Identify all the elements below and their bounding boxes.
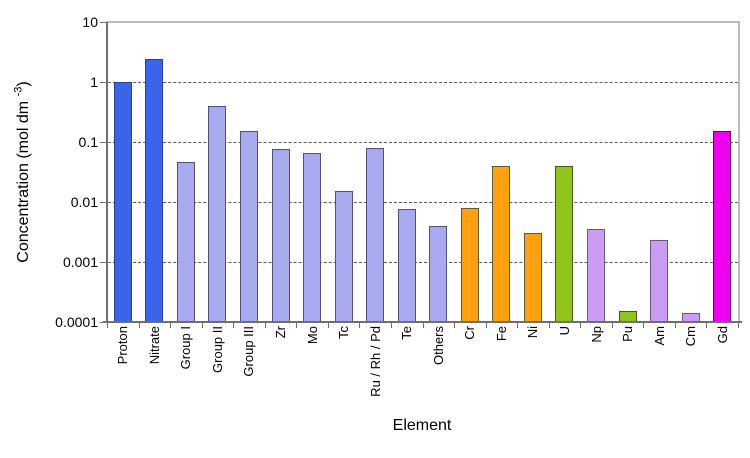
x-tick-0 bbox=[107, 323, 108, 328]
bar-np bbox=[587, 229, 605, 322]
bar-group-iii bbox=[240, 131, 258, 322]
y-axis-line bbox=[106, 22, 108, 322]
x-tick-9 bbox=[391, 323, 392, 328]
y-tick-1 bbox=[100, 82, 110, 83]
y-tick-10 bbox=[100, 22, 110, 23]
x-tick-5 bbox=[265, 323, 266, 328]
x-tick-1 bbox=[139, 323, 140, 328]
x-tick-13 bbox=[517, 323, 518, 328]
x-tick-11 bbox=[454, 323, 455, 328]
x-tick-3 bbox=[202, 323, 203, 328]
x-tick-label-pu: Pu bbox=[620, 326, 635, 342]
y-axis-title-text: Concentration (mol dm bbox=[15, 96, 32, 263]
x-tick-label-proton: Proton bbox=[115, 326, 130, 365]
x-tick-label-others: Others bbox=[431, 326, 446, 366]
y-tick-label-0-0001: 0.0001 bbox=[55, 314, 98, 330]
gridline-1 bbox=[108, 82, 738, 83]
x-tick-label-te: Te bbox=[399, 326, 414, 340]
bar-proton bbox=[114, 82, 132, 322]
plot-frame-right bbox=[738, 21, 740, 323]
bar-mo bbox=[303, 153, 321, 322]
bar-te bbox=[398, 209, 416, 322]
y-tick-label-10: 10 bbox=[82, 14, 98, 30]
y-tick-0-1 bbox=[100, 142, 110, 143]
bar-others bbox=[429, 226, 447, 322]
gridline-0-01 bbox=[108, 202, 738, 203]
x-tick-label-cr: Cr bbox=[462, 326, 477, 340]
y-axis-title-superscript: -3 bbox=[12, 86, 25, 97]
y-tick-label-0-01: 0.01 bbox=[70, 194, 98, 210]
x-tick-4 bbox=[233, 323, 234, 328]
x-tick-label-group-iii: Group III bbox=[241, 326, 256, 377]
y-tick-label-0-1: 0.1 bbox=[78, 134, 98, 150]
bar-fe bbox=[492, 166, 510, 322]
y-tick-0-01 bbox=[100, 202, 110, 203]
x-tick-10 bbox=[423, 323, 424, 328]
x-tick-label-mo: Mo bbox=[305, 326, 320, 345]
gridline-0-1 bbox=[108, 142, 738, 143]
x-tick-label-u: U bbox=[557, 326, 572, 336]
bar-ni bbox=[524, 233, 542, 322]
bar-group-ii bbox=[208, 106, 226, 322]
y-tick-label-0-001: 0.001 bbox=[62, 254, 98, 270]
x-tick-6 bbox=[296, 323, 297, 328]
x-tick-16 bbox=[612, 323, 613, 328]
bar-tc bbox=[335, 191, 353, 322]
y-tick-label-1: 1 bbox=[90, 74, 98, 90]
bar-nitrate bbox=[145, 59, 163, 322]
x-axis-title: Element bbox=[392, 417, 452, 434]
bar-ru-rh-pd bbox=[366, 148, 384, 322]
x-tick-label-tc: Tc bbox=[336, 326, 351, 339]
x-tick-label-group-ii: Group II bbox=[210, 326, 225, 373]
x-tick-label-group-i: Group I bbox=[178, 326, 193, 370]
y-tick-0-001 bbox=[100, 262, 110, 263]
x-tick-19 bbox=[706, 323, 707, 328]
x-tick-17 bbox=[643, 323, 644, 328]
bar-zr bbox=[272, 149, 290, 322]
x-tick-label-am: Am bbox=[652, 326, 667, 346]
x-tick-label-np: Np bbox=[589, 326, 604, 343]
x-tick-label-gd: Gd bbox=[715, 326, 730, 344]
x-tick-label-zr: Zr bbox=[273, 326, 288, 339]
bar-gd bbox=[713, 131, 731, 322]
x-tick-label-fe: Fe bbox=[494, 326, 509, 342]
gridline-0-001 bbox=[108, 262, 738, 263]
x-tick-18 bbox=[675, 323, 676, 328]
x-tick-15 bbox=[580, 323, 581, 328]
y-axis-title: Concentration (mol dm -3) bbox=[12, 62, 34, 282]
x-tick-12 bbox=[486, 323, 487, 328]
bar-group-i bbox=[177, 162, 195, 322]
x-tick-20 bbox=[738, 323, 739, 328]
x-tick-label-nitrate: Nitrate bbox=[147, 326, 162, 365]
x-tick-8 bbox=[359, 323, 360, 328]
plot-frame-top bbox=[106, 21, 740, 23]
x-axis-line bbox=[103, 321, 742, 323]
y-axis-title-close: ) bbox=[15, 81, 32, 87]
x-tick-7 bbox=[328, 323, 329, 328]
bar-am bbox=[650, 240, 668, 322]
x-tick-2 bbox=[170, 323, 171, 328]
x-tick-label-ni: Ni bbox=[525, 326, 540, 339]
bar-u bbox=[555, 166, 573, 322]
x-tick-label-cm: Cm bbox=[683, 326, 698, 347]
x-tick-label-ru-rh-pd: Ru / Rh / Pd bbox=[368, 326, 383, 397]
x-tick-14 bbox=[549, 323, 550, 328]
bar-cr bbox=[461, 208, 479, 322]
